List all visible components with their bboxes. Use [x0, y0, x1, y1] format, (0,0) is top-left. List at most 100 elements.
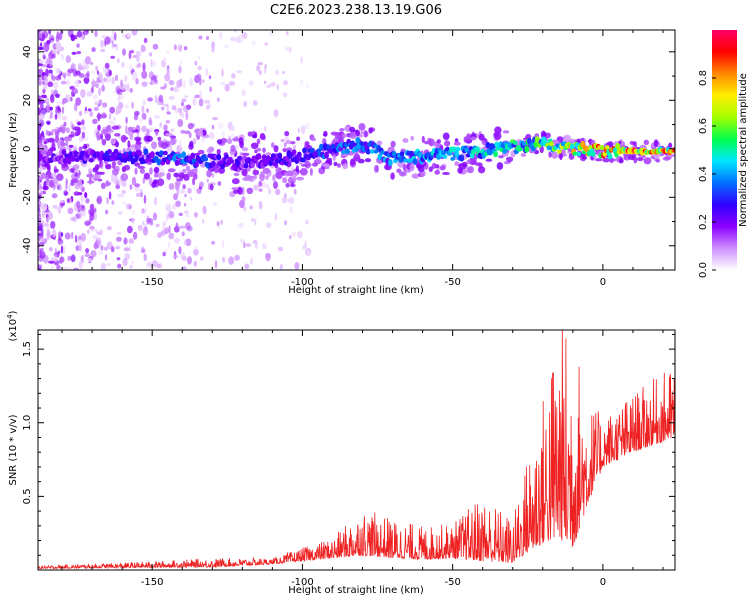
spectrogram-speckle	[101, 78, 105, 87]
spectrogram-speckle	[67, 198, 70, 203]
spectrogram-speckle	[245, 243, 252, 247]
spectrogram-halo	[182, 168, 187, 174]
spectrogram-speckle	[124, 75, 128, 83]
spectrogram-speckle	[141, 125, 147, 133]
spectrogram-halo	[304, 141, 310, 146]
spectrogram-halo	[120, 134, 127, 143]
spectrogram-speckle	[254, 241, 258, 250]
spectrogram-halo	[126, 147, 132, 152]
spectrogram-speckle	[141, 105, 145, 114]
spectrogram-speckle	[204, 99, 211, 104]
spectrogram-speckle	[135, 78, 139, 85]
spectrogram-speckle	[297, 127, 300, 133]
snr-x-axis-label: Height of straight line (km)	[288, 585, 424, 596]
spectrogram-speckle	[64, 191, 69, 196]
spectrogram-speckle	[110, 205, 114, 210]
spectrogram-speckle	[123, 237, 128, 245]
spectrogram-speckle	[262, 243, 267, 250]
spectrogram-ridge-mark	[599, 145, 605, 151]
spectrogram-speckle	[62, 266, 68, 270]
spectrogram-speckle	[40, 247, 44, 253]
spectrogram-halo	[169, 135, 177, 139]
spectrogram-halo	[358, 123, 366, 131]
spectrogram-ridge-mark	[107, 148, 112, 155]
spectrogram-speckle	[89, 228, 95, 232]
spectrogram-speckle	[185, 111, 189, 120]
spectrogram-speckle	[131, 260, 134, 265]
spectrogram-y-tick-label: -20	[22, 189, 33, 205]
spectrogram-speckle	[199, 256, 204, 261]
spectrogram-speckle	[53, 253, 60, 257]
snr-y-ticks: 0.5 1.0 1.5	[22, 333, 675, 556]
spectrogram-halo	[192, 177, 196, 186]
spectrogram-halo	[273, 145, 279, 153]
spectrogram-speckle	[248, 80, 254, 86]
spectrogram-halo	[187, 169, 196, 177]
spectrogram-speckle	[113, 32, 117, 41]
spectrogram-speckle	[73, 267, 79, 270]
spectrogram-halo	[208, 146, 215, 152]
spectrogram-ridge-mark	[380, 150, 385, 155]
spectrogram-speckle	[134, 167, 138, 175]
snr-y-scale-exponent: 4	[6, 314, 14, 319]
spectrogram-speckle	[61, 202, 65, 206]
spectrogram-speckle	[208, 75, 212, 80]
spectrogram-speckle	[128, 238, 134, 244]
spectrogram-speckle	[113, 117, 116, 121]
spectrogram-halo	[60, 141, 65, 147]
spectrogram-speckle	[53, 255, 59, 262]
spectrogram-speckle	[276, 83, 279, 91]
spectrogram-speckle	[96, 195, 103, 205]
spectrogram-speckle	[251, 218, 255, 222]
spectrogram-speckle	[83, 76, 90, 85]
spectrogram-halo	[310, 137, 317, 142]
spectrogram-speckle	[95, 65, 99, 71]
spectrogram-speckle	[147, 129, 151, 133]
spectrogram-halo	[454, 138, 459, 143]
spectrogram-speckle	[54, 182, 61, 188]
spectrogram-speckle	[91, 86, 94, 94]
spectrogram-speckle	[266, 222, 272, 229]
spectrogram-halo	[189, 140, 194, 147]
spectrogram-speckle	[93, 93, 98, 101]
spectrogram-halo	[333, 161, 338, 167]
spectrogram-halo	[349, 126, 356, 133]
spectrogram-ridge-mark	[291, 149, 297, 155]
spectrogram-ridge-mark	[607, 153, 613, 160]
figure-title: C2E6.2023.238.13.19.G06	[270, 3, 442, 18]
spectrogram-halo	[374, 165, 378, 173]
spectrogram-speckle	[222, 256, 226, 263]
spectrogram-halo	[470, 136, 477, 141]
spectrogram-speckle	[75, 234, 78, 243]
spectrogram-speckle	[115, 111, 118, 116]
spectrogram-speckle	[127, 32, 131, 38]
spectrogram-halo	[506, 156, 514, 162]
spectrogram-halo	[424, 140, 429, 145]
snr-x-tick-label: -100	[291, 577, 314, 588]
spectrogram-speckle	[60, 245, 64, 254]
snr-panel: -150 -100 -50 0 0.5 1.0 1.5 Height of straigh…	[6, 310, 676, 596]
spectrogram-halo	[670, 153, 675, 157]
spectrogram-speckle	[141, 248, 146, 253]
spectrogram-speckle	[50, 39, 54, 45]
spectrogram-speckle	[178, 246, 182, 255]
spectrogram-speckle	[229, 36, 236, 41]
spectrogram-halo	[44, 162, 49, 168]
spectrogram-speckle	[108, 191, 112, 200]
spectrogram-speckle	[85, 106, 87, 112]
spectrogram-speckle	[98, 87, 102, 96]
spectrogram-ridge-mark	[203, 156, 209, 162]
spectrogram-speckle	[39, 251, 46, 259]
spectrogram-halo	[231, 187, 238, 191]
spectrogram-speckle	[99, 229, 103, 236]
spectrogram-speckle	[64, 232, 71, 240]
spectrogram-speckle	[215, 259, 217, 269]
spectrogram-ridge-mark	[194, 162, 200, 168]
spectrogram-speckle	[178, 65, 182, 74]
spectrogram-speckle	[149, 119, 153, 126]
spectrogram-speckle	[174, 108, 179, 114]
spectrogram-ridge-mark	[46, 151, 51, 157]
spectrogram-speckle	[40, 112, 45, 120]
spectrogram-speckle	[211, 48, 215, 53]
spectrogram-speckle	[218, 121, 224, 130]
